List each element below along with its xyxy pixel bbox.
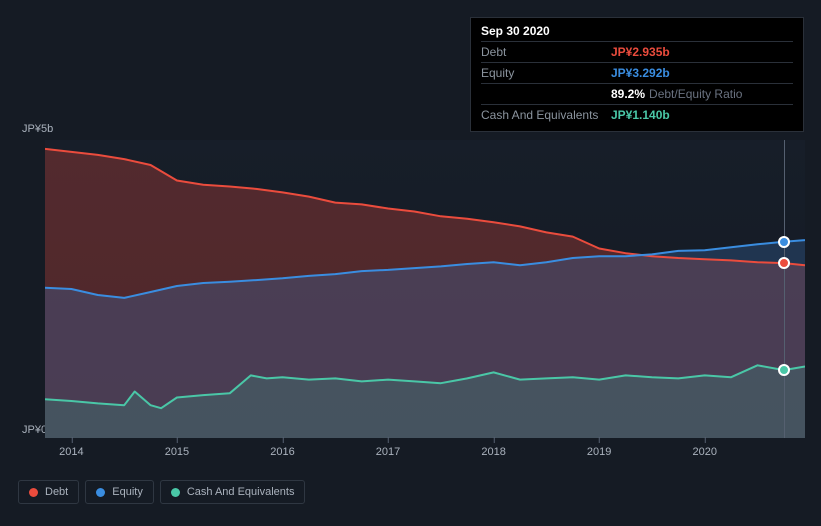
series-marker [778,257,790,269]
tooltip-label [481,86,611,102]
x-tick: 2018 [481,446,505,458]
x-axis: 2014 2015 2016 2017 2018 2019 2020 [45,446,805,466]
legend-label: Cash And Equivalents [187,486,295,498]
legend-label: Debt [45,486,68,498]
tooltip-row: 89.2%Debt/Equity Ratio [481,83,793,104]
tooltip-row: EquityJP¥3.292b [481,62,793,83]
legend-swatch [96,488,105,497]
chart-tooltip: Sep 30 2020 DebtJP¥2.935bEquityJP¥3.292b… [470,17,804,132]
x-tick: 2015 [165,446,189,458]
chart-container [18,140,805,438]
x-tick: 2014 [59,446,83,458]
crosshair-line [784,140,785,438]
tooltip-value: JP¥2.935b [611,44,670,60]
tooltip-value: JP¥3.292b [611,65,670,81]
tooltip-date: Sep 30 2020 [481,24,793,41]
tooltip-row: DebtJP¥2.935b [481,41,793,62]
tooltip-value: JP¥1.140b [611,107,670,123]
legend-swatch [29,488,38,497]
tooltip-value: 89.2%Debt/Equity Ratio [611,86,742,102]
series-marker [778,364,790,376]
legend-item[interactable]: Equity [85,480,154,504]
legend-label: Equity [112,486,143,498]
legend-item[interactable]: Cash And Equivalents [160,480,306,504]
area-chart[interactable] [45,140,805,438]
x-tick: 2019 [587,446,611,458]
tooltip-label: Equity [481,65,611,81]
x-tick: 2020 [692,446,716,458]
legend-swatch [171,488,180,497]
x-tick: 2016 [270,446,294,458]
tooltip-row: Cash And EquivalentsJP¥1.140b [481,104,793,125]
tooltip-label: Cash And Equivalents [481,107,611,123]
legend-item[interactable]: Debt [18,480,79,504]
tooltip-label: Debt [481,44,611,60]
series-marker [778,236,790,248]
y-tick-max: JP¥5b [22,123,53,135]
x-tick: 2017 [376,446,400,458]
legend: Debt Equity Cash And Equivalents [18,480,305,504]
